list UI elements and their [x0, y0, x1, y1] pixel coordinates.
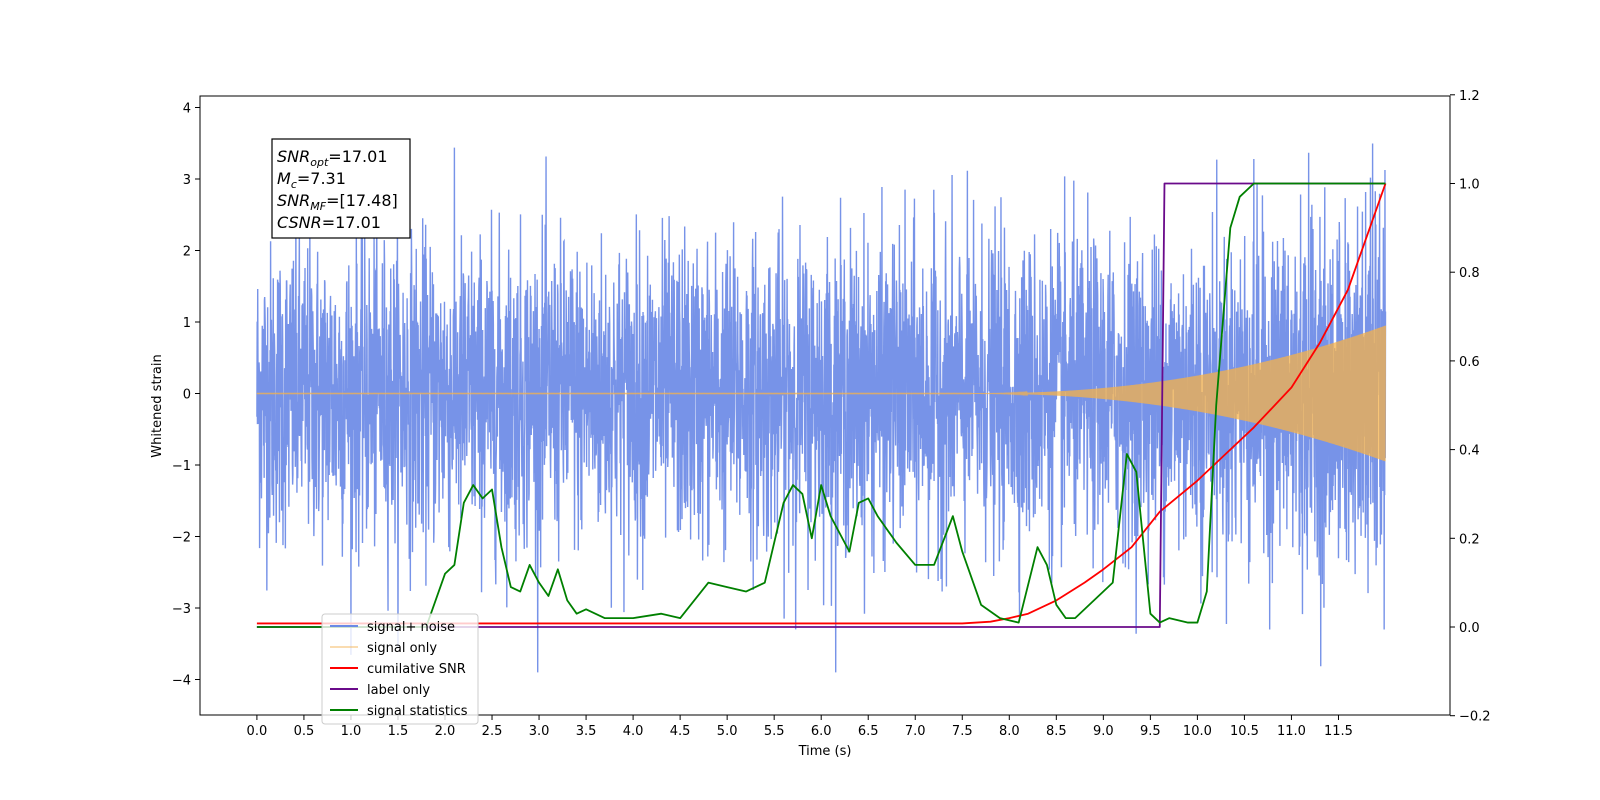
- y-left-tick-label: −3: [172, 602, 191, 617]
- series-signal-only: [256, 325, 1387, 462]
- y-right-tick-label: 1.0: [1459, 178, 1480, 193]
- stats-annotation: SNRopt=17.01Mc=7.31SNRMF=[17.48]CSNR=17.…: [271, 138, 411, 239]
- y-left-tick-label: 3: [183, 173, 191, 188]
- x-tick-label: 9.5: [1140, 724, 1161, 739]
- x-axis-label: Time (s): [798, 744, 852, 759]
- y-right-tick-label: 0.2: [1459, 532, 1480, 547]
- x-tick-label: 1.0: [341, 724, 362, 739]
- x-tick-label: 0.5: [294, 724, 315, 739]
- y-left-tick-label: 1: [183, 316, 191, 331]
- y-right-tick-label: 0.0: [1459, 621, 1480, 636]
- y-left-tick-label: −4: [172, 674, 191, 689]
- legend-label-signal-statistics: signal statistics: [367, 704, 468, 719]
- x-tick-label: 8.0: [999, 724, 1020, 739]
- legend-box: [321, 613, 479, 725]
- legend-label-cumilative-snr: cumilative SNR: [367, 662, 466, 677]
- y-right-tick-label: 1.2: [1459, 89, 1480, 104]
- x-tick-label: 1.5: [388, 724, 409, 739]
- legend-label-label-only: label only: [367, 683, 430, 698]
- y-left-tick-label: 2: [183, 245, 191, 260]
- legend: signal+ noise signal only cumilative SNR la…: [321, 613, 479, 725]
- annotation-line: Mc=7.31: [277, 169, 346, 191]
- plot-area: [256, 143, 1387, 673]
- x-tick-label: 11.0: [1277, 724, 1306, 739]
- x-tick-label: 4.5: [670, 724, 691, 739]
- y-left-tick-label: 4: [183, 102, 191, 117]
- y-right-tick-label: 0.6: [1459, 355, 1480, 370]
- x-tick-label: 5.0: [717, 724, 738, 739]
- x-tick-label: 10.0: [1183, 724, 1212, 739]
- annotation-line: CSNR=17.01: [277, 213, 381, 232]
- y-axis-label: Whitened strain: [150, 354, 165, 457]
- y-right-tick-label: 0.8: [1459, 266, 1480, 281]
- annotation-line: SNRMF=[17.48]: [277, 191, 398, 213]
- y-left-tick-label: 0: [183, 388, 191, 403]
- y-left-tick-label: −1: [172, 459, 191, 474]
- ticks: 0.0 0.5 1.0 1.5 2.0 2.5 3.0 3.5 4.0 4.5 5.0 5.5 6.0 6…: [172, 89, 1491, 739]
- axes-frame: [199, 95, 1451, 716]
- x-tick-label: 2.5: [482, 724, 503, 739]
- x-tick-label: 4.0: [623, 724, 644, 739]
- x-tick-label: 8.5: [1046, 724, 1067, 739]
- y-left-tick-label: −2: [172, 531, 191, 546]
- x-tick-label: 10.5: [1230, 724, 1259, 739]
- x-tick-label: 0.0: [247, 724, 268, 739]
- x-tick-label: 2.0: [435, 724, 456, 739]
- legend-label-signal-only: signal only: [367, 641, 437, 656]
- annotation-box: [271, 138, 411, 239]
- x-tick-label: 7.0: [905, 724, 926, 739]
- x-tick-label: 6.0: [811, 724, 832, 739]
- y-right-tick-label: −0.2: [1459, 710, 1491, 725]
- x-tick-label: 5.5: [764, 724, 785, 739]
- y-right-tick-label: 0.4: [1459, 444, 1480, 459]
- x-tick-label: 9.0: [1093, 724, 1114, 739]
- x-tick-label: 3.0: [529, 724, 550, 739]
- x-tick-label: 7.5: [952, 724, 973, 739]
- x-tick-label: 3.5: [576, 724, 597, 739]
- annotation-line: SNRopt=17.01: [277, 147, 388, 169]
- series-signal-statistics: [256, 182, 1386, 628]
- x-tick-label: 6.5: [858, 724, 879, 739]
- x-tick-label: 11.5: [1324, 724, 1353, 739]
- legend-label-signal-noise: signal+ noise: [367, 620, 455, 635]
